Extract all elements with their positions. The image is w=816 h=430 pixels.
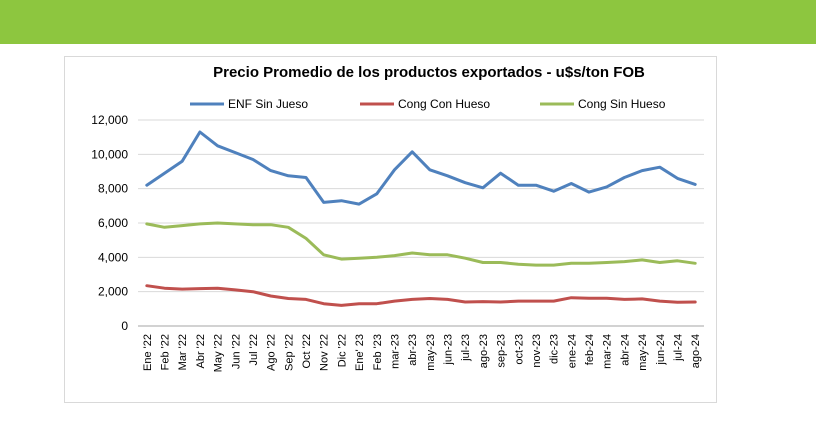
x-tick-label: jun-23 [443,334,455,366]
y-tick-label: 10,000 [91,147,128,161]
series-group [145,130,697,307]
x-tick-label: abr-23 [407,334,419,366]
legend-label: Cong Sin Hueso [578,97,666,111]
x-axis: Ene '22 Feb '22 Mar '22 Abr '22 May '22 Jun '… [142,334,702,372]
x-tick-label: Jun '22 [230,334,242,369]
x-tick-label: Oct '22 [301,334,313,369]
x-tick-label: Feb '23 [372,334,384,370]
x-tick-label: Feb '22 [160,334,172,370]
x-tick-label: May '22 [213,334,225,372]
series-line-1 [145,130,697,206]
x-tick-label: may-24 [637,334,649,371]
y-tick-label: 8,000 [98,182,128,196]
y-tick-label: 6,000 [98,216,128,230]
top-banner [0,0,816,44]
x-tick-label: Ene' 23 [354,334,366,371]
y-tick-label: 4,000 [98,250,128,264]
y-tick-label: 2,000 [98,285,128,299]
series-line-2 [145,284,697,307]
x-tick-label: sep-23 [496,334,508,368]
x-tick-label: ene-24 [566,334,578,368]
series-line-3 [145,221,697,267]
x-tick-label: mar-23 [389,334,401,369]
x-tick-label: ago-23 [478,334,490,368]
legend-label: Cong Con Hueso [398,97,490,111]
x-tick-label: Abr '22 [195,334,207,369]
x-tick-label: may-23 [425,334,437,371]
x-tick-label: abr-24 [619,334,631,366]
x-tick-label: Ene '22 [142,334,154,371]
legend: ENF Sin Jueso Cong Con Hueso Cong Sin Hues… [190,97,666,111]
x-tick-label: oct-23 [513,334,525,365]
x-tick-label: Dic '22 [336,334,348,367]
x-tick-label: feb-24 [584,334,596,365]
y-tick-label: 12,000 [91,113,128,127]
x-tick-label: Jul '22 [248,334,260,365]
x-tick-label: ago-24 [690,334,702,368]
x-tick-label: Ago '22 [266,334,278,371]
x-tick-label: Sep '22 [283,334,295,371]
x-tick-label: mar-24 [602,334,614,369]
x-tick-label: Mar '22 [177,334,189,370]
x-tick-label: jul-23 [460,334,472,362]
y-tick-label: 0 [121,319,128,333]
chart-title: Precio Promedio de los productos exporta… [213,64,645,81]
y-axis: 0 2,000 4,000 6,000 8,000 10,000 12,000 [91,113,128,333]
x-tick-label: nov-23 [531,334,543,368]
legend-label: ENF Sin Jueso [228,97,308,111]
x-tick-label: Nov '22 [319,334,331,371]
x-tick-label: dic-23 [549,334,561,364]
x-tick-label: jul-24 [672,334,684,362]
x-tick-label: jun-24 [655,334,667,366]
chart-frame [64,56,717,403]
